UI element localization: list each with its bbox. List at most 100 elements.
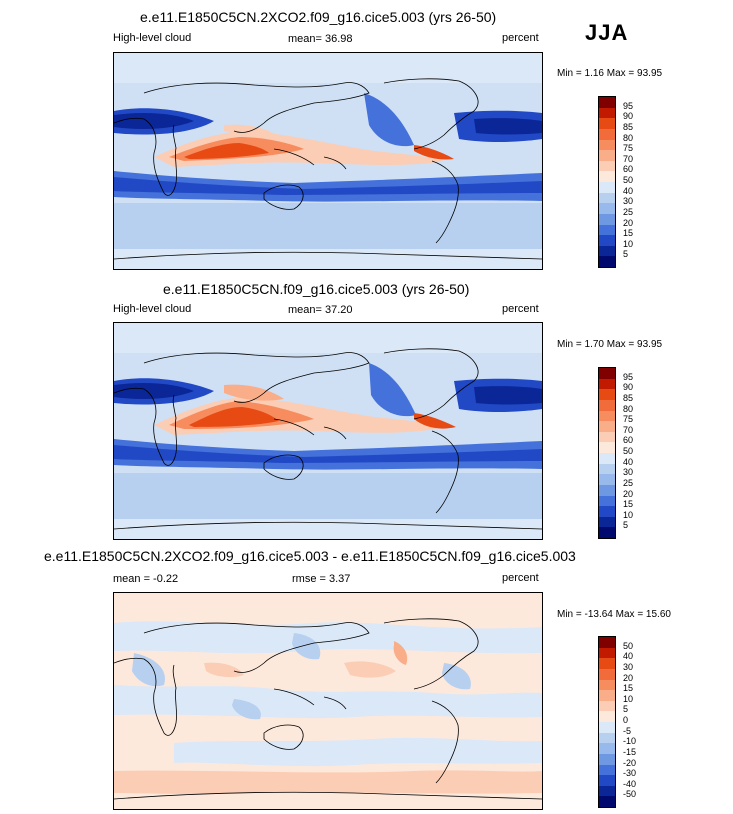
colorbar-swatch	[599, 150, 615, 161]
colorbar-swatch	[599, 235, 615, 246]
colorbar-swatch	[599, 118, 615, 129]
colorbar-swatch	[599, 679, 615, 691]
panel-3-units-label: percent	[502, 572, 539, 584]
colorbar-swatch	[599, 753, 615, 765]
colorbar-swatch	[599, 160, 615, 172]
colorbar-level-label: 15	[623, 499, 634, 510]
colorbar-swatch	[599, 203, 615, 214]
colorbar-swatch	[599, 516, 615, 528]
colorbar-swatch	[599, 368, 615, 379]
colorbar-swatch	[599, 722, 615, 733]
colorbar-swatch	[599, 107, 615, 119]
panel-2-mean-label: mean= 37.20	[288, 304, 353, 316]
colorbar-swatch	[599, 785, 615, 797]
colorbar-level-label: 10	[623, 509, 634, 520]
colorbar-swatch	[599, 410, 615, 422]
colorbar-swatch	[599, 474, 615, 485]
panel-2-minmax: Min = 1.70 Max = 93.95	[557, 339, 663, 350]
colorbar-level-label: 60	[623, 164, 634, 175]
panel-3-minmax: Min = -13.64 Max = 15.60	[557, 609, 671, 620]
colorbar-swatch	[599, 399, 615, 411]
colorbar-swatch	[599, 378, 615, 390]
colorbar-level-label: 25	[623, 206, 634, 217]
colorbar-swatch	[599, 775, 615, 786]
colorbar-swatch	[599, 421, 615, 432]
colorbar-level-label: 30	[623, 467, 634, 478]
colorbar-level-label: 20	[623, 672, 634, 683]
colorbar-level-label: 80	[623, 132, 634, 143]
panel-1-title: e.e11.E1850C5CN.2XCO2.f09_g16.cice5.003 …	[140, 9, 497, 25]
colorbar-swatch	[599, 668, 615, 680]
panel-1-colorbar	[598, 96, 616, 268]
colorbar-level-label: 5	[623, 704, 629, 715]
colorbar-level-label: -10	[623, 736, 637, 747]
colorbar-swatch	[599, 128, 615, 140]
colorbar-swatch	[599, 506, 615, 517]
colorbar-level-label: 5	[623, 249, 629, 260]
colorbar-level-label: 10	[623, 238, 634, 249]
colorbar-level-label: 30	[623, 196, 634, 207]
colorbar-swatch	[599, 700, 615, 712]
colorbar-level-label: 25	[623, 477, 634, 488]
colorbar-swatch	[599, 389, 615, 400]
colorbar-swatch	[599, 171, 615, 182]
colorbar-level-label: -15	[623, 746, 637, 757]
colorbar-level-label: 30	[623, 661, 634, 672]
colorbar-swatch	[599, 453, 615, 464]
panel-1-map	[113, 52, 543, 270]
colorbar-swatch	[599, 97, 615, 108]
colorbar-swatch	[599, 256, 615, 267]
colorbar-level-label: 40	[623, 185, 634, 196]
colorbar-swatch	[599, 431, 615, 443]
panel-1-map-field	[114, 53, 542, 269]
panel-2-map-field	[114, 323, 542, 539]
colorbar-level-label: 15	[623, 228, 634, 239]
colorbar-level-label: 0	[623, 715, 629, 725]
colorbar-swatch	[599, 463, 615, 475]
colorbar-level-label: -30	[623, 768, 637, 779]
colorbar-swatch	[599, 658, 615, 669]
colorbar-swatch	[599, 139, 615, 151]
colorbar-swatch	[599, 245, 615, 257]
panel-2-map	[113, 322, 543, 540]
colorbar-level-label: 90	[623, 111, 634, 122]
colorbar-swatch	[599, 732, 615, 744]
panel-3-colorbar-labels: 50 40 30 20 15 10 5 0 -5 -10 -15 -20 -30 -40 -50	[623, 636, 663, 806]
colorbar-level-label: 40	[623, 456, 634, 467]
panel-1-colorbar-labels: 95 90 85 80 75 70 60 50 40 30 25 20 15 10 5	[623, 96, 663, 266]
season-label: JJA	[585, 20, 629, 45]
colorbar-level-label: 5	[623, 520, 629, 531]
colorbar-swatch	[599, 764, 615, 776]
colorbar-level-label: 80	[623, 403, 634, 414]
colorbar-swatch	[599, 192, 615, 204]
colorbar-level-label: -20	[623, 757, 637, 768]
colorbar-level-label: 75	[623, 143, 634, 154]
panel-2-variable-label: High-level cloud	[113, 303, 192, 315]
colorbar-level-label: 70	[623, 153, 634, 164]
panel-1-mean-label: mean= 36.98	[288, 33, 353, 45]
panel-2-units-label: percent	[502, 303, 539, 315]
colorbar-level-label: 85	[623, 121, 634, 132]
colorbar-level-label: 50	[623, 640, 634, 651]
panel-3-title: e.e11.E1850C5CN.2XCO2.f09_g16.cice5.003 …	[44, 548, 576, 564]
colorbar-swatch	[599, 484, 615, 496]
colorbar-swatch	[599, 637, 615, 648]
panel-2-title: e.e11.E1850C5CN.f09_g16.cice5.003 (yrs 2…	[163, 281, 470, 297]
colorbar-swatch	[599, 495, 615, 507]
colorbar-swatch	[599, 690, 615, 701]
colorbar-swatch	[599, 182, 615, 193]
panel-2-colorbar	[598, 367, 616, 539]
colorbar-swatch	[599, 711, 615, 722]
colorbar-level-label: 20	[623, 488, 634, 499]
colorbar-level-label: 40	[623, 651, 634, 662]
panel-1-units-label: percent	[502, 32, 539, 44]
colorbar-level-label: 50	[623, 446, 634, 456]
colorbar-swatch	[599, 442, 615, 453]
colorbar-level-label: -5	[623, 725, 632, 736]
panel-3-map	[113, 592, 543, 810]
colorbar-level-label: -50	[623, 789, 637, 800]
colorbar-swatch	[599, 743, 615, 754]
colorbar-level-label: -40	[623, 778, 637, 789]
colorbar-level-label: 95	[623, 100, 634, 111]
colorbar-level-label: 70	[623, 424, 634, 435]
